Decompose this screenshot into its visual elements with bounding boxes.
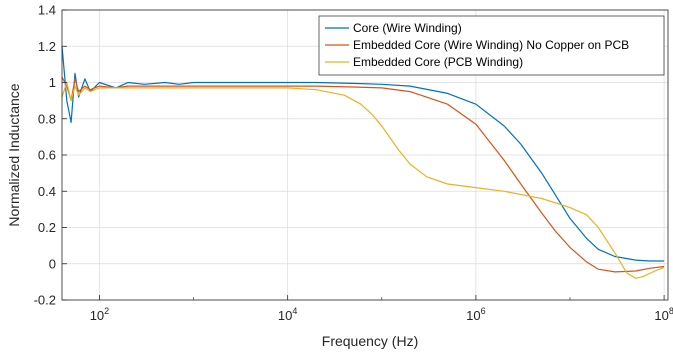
y-tick-label: 0.6 <box>38 148 56 163</box>
x-tick-label: 108 <box>654 306 673 323</box>
legend-entry-label: Embedded Core (Wire Winding) No Copper o… <box>353 38 629 52</box>
y-tick-label: 0.4 <box>38 184 56 199</box>
series-line-2 <box>61 81 665 279</box>
y-tick-label: 0 <box>49 256 56 271</box>
x-tick-label: 102 <box>90 306 109 323</box>
y-tick-label: -0.2 <box>34 293 56 308</box>
ticks: -0.2 0 0.2 0.4 0.6 0.8 1 1.2 1.4 102 104 106 108 <box>34 3 673 324</box>
series-lines <box>61 46 665 279</box>
y-axis-label: Normalized Inductance <box>6 83 22 226</box>
legend-entry-label: Core (Wire Winding) <box>353 21 462 35</box>
legend-entry-label: Embedded Core (PCB Winding) <box>353 55 523 69</box>
y-tick-label: 0.2 <box>38 220 56 235</box>
legend-box <box>318 15 665 76</box>
y-tick-label: 1.4 <box>38 3 56 18</box>
x-tick-label: 106 <box>466 306 485 323</box>
y-tick-label: 1.2 <box>38 39 56 54</box>
legend: Core (Wire Winding) Embedded Core (Wire W… <box>318 15 665 76</box>
y-tick-label: 1 <box>49 75 56 90</box>
y-tick-label: 0.8 <box>38 111 56 126</box>
series-line-0 <box>61 46 665 262</box>
x-tick-label: 104 <box>278 306 297 323</box>
series-line-1 <box>61 76 665 273</box>
x-axis-label: Frequency (Hz) <box>322 333 418 349</box>
